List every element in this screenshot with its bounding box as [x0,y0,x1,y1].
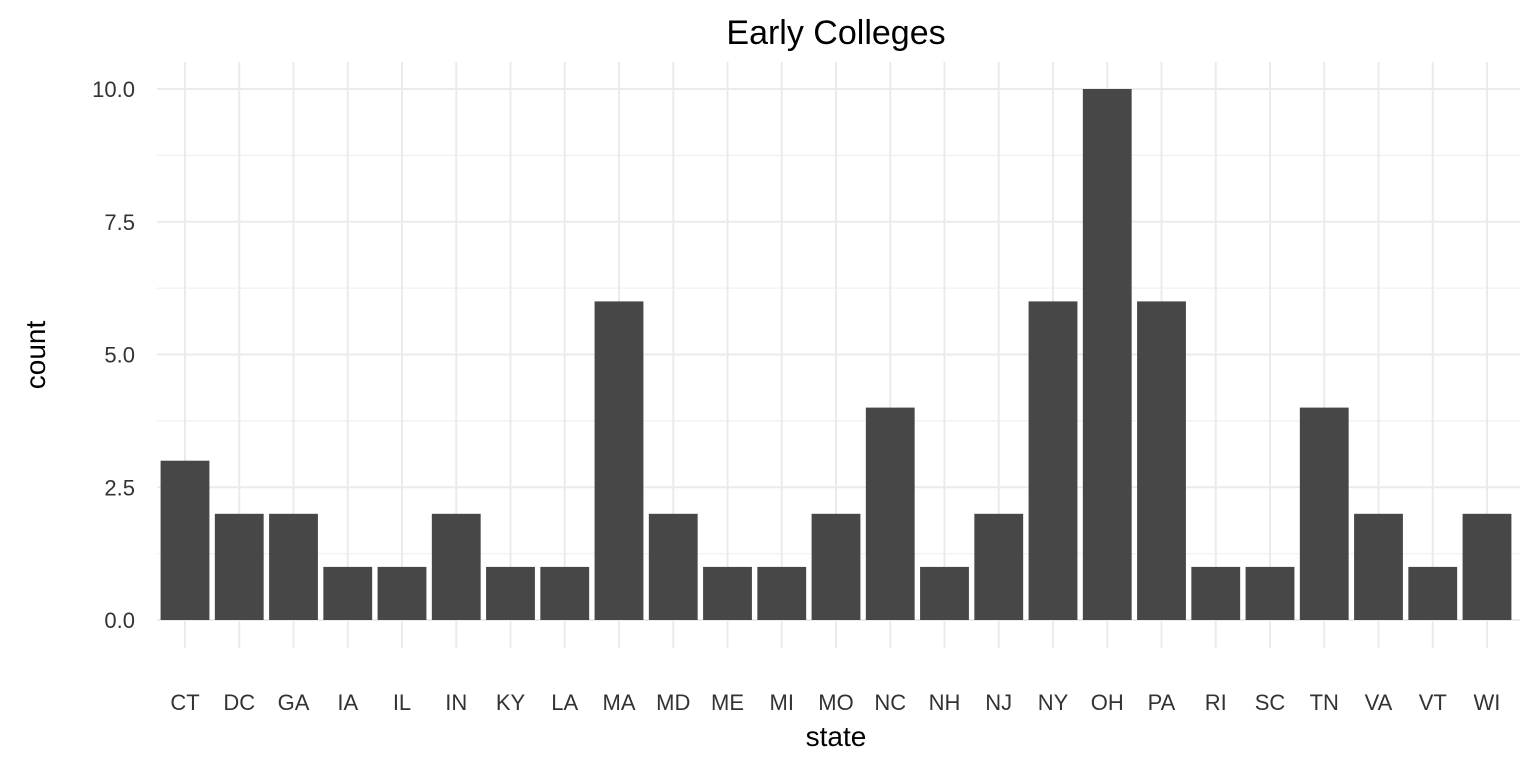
bar-md [648,513,698,620]
y-tick-label: 10.0 [92,77,135,102]
x-tick-label: PA [1148,690,1176,715]
bar-ma [594,301,644,620]
x-tick-label: CT [170,690,199,715]
x-tick-label: MI [770,690,794,715]
x-tick-label: RI [1205,690,1227,715]
bars-layer [160,89,1512,620]
bar-ri [1191,566,1241,620]
bar-va [1354,513,1403,620]
bar-tn [1299,407,1349,620]
bar-ky [486,566,535,620]
bar-sc [1245,566,1295,620]
x-axis-label: state [806,721,867,752]
y-axis-label: count [20,321,51,390]
y-tick-label: 5.0 [104,343,135,368]
x-tick-label: WI [1474,690,1501,715]
bar-pa [1137,301,1186,620]
x-tick-label: IA [337,690,358,715]
bar-ct [160,460,210,620]
x-tick-label: NJ [985,690,1012,715]
x-tick-label: MO [818,690,853,715]
x-tick-label: NH [929,690,961,715]
x-tick-label: IN [445,690,467,715]
x-tick-label: NY [1038,690,1069,715]
bar-ga [269,513,318,620]
x-tick-label: ME [711,690,744,715]
x-tick-label: OH [1091,690,1124,715]
bar-wi [1462,513,1512,620]
bar-nj [974,513,1024,620]
bar-il [377,566,427,620]
x-tick-label: IL [393,690,411,715]
x-tick-label: VT [1419,690,1447,715]
bar-in [431,513,481,620]
bar-vt [1408,566,1458,620]
x-tick-label: NC [874,690,906,715]
y-tick-label: 2.5 [104,475,135,500]
x-tick-label: MA [603,690,636,715]
y-tick-labels: 0.0 2.5 5.0 7.5 10.0 [92,77,135,633]
bar-me [703,566,752,620]
x-tick-label: VA [1365,690,1393,715]
bar-mo [811,513,861,620]
y-tick-label: 7.5 [104,210,135,235]
x-tick-label: MD [656,690,690,715]
y-tick-label: 0.0 [104,608,135,633]
x-tick-label: KY [496,690,526,715]
x-tick-label: DC [223,690,255,715]
bar-ny [1028,301,1078,620]
x-tick-label: LA [551,690,578,715]
bar-nh [920,566,969,620]
x-tick-label: GA [278,690,310,715]
x-tick-labels: CT DC GA IA IL IN KY LA MA MD ME MI MO NC NH NJ NY OH PA RI… [170,690,1500,715]
x-tick-label: SC [1255,690,1286,715]
chart-title: Early Colleges [726,14,945,52]
bar-dc [214,513,264,620]
bar-nc [865,407,915,620]
bar-ia [323,566,373,620]
bar-mi [757,566,807,620]
x-tick-label: TN [1310,690,1339,715]
bar-oh [1082,89,1132,620]
bar-la [540,566,590,620]
